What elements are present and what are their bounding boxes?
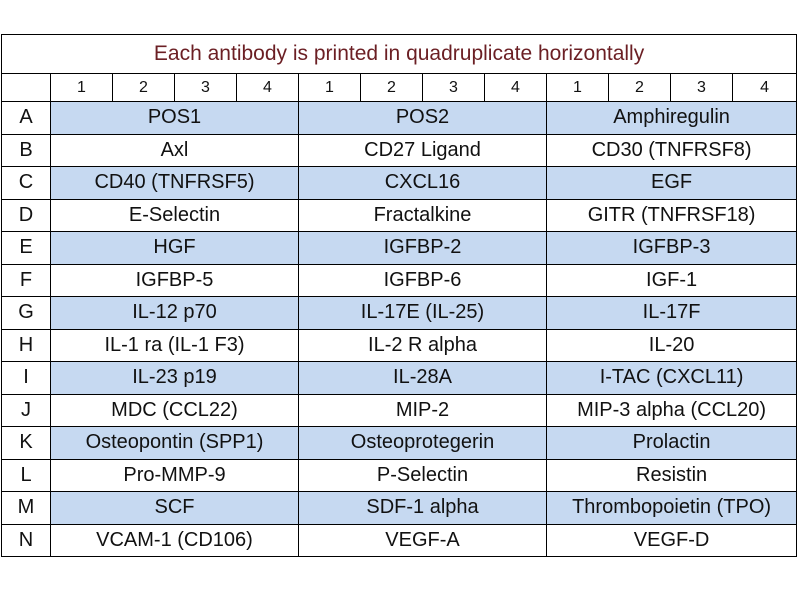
col-number: 3 (174, 73, 237, 102)
row-label: F (1, 263, 51, 297)
table-row: M SCF SDF-1 alpha Thrombopoietin (TPO) (1, 491, 798, 525)
antibody-cell: MIP-3 alpha (CCL20) (545, 393, 798, 427)
antibody-cell: Osteopontin (SPP1) (50, 426, 299, 460)
antibody-cell: VEGF-A (298, 523, 547, 557)
antibody-cell: IL-20 (545, 328, 798, 362)
antibody-cell: CD30 (TNFRSF8) (545, 133, 798, 167)
table-row: E HGF IGFBP-2 IGFBP-3 (1, 231, 798, 265)
col-number: 3 (670, 73, 733, 102)
antibody-cell: IL-17E (IL-25) (298, 296, 547, 330)
col-number: 1 (50, 73, 113, 102)
row-label: G (1, 296, 51, 330)
antibody-cell: I-TAC (CXCL11) (545, 361, 798, 395)
header-corner (1, 73, 51, 102)
antibody-cell: IL-2 R alpha (298, 328, 547, 362)
row-label: J (1, 393, 51, 427)
antibody-cell: IL-1 ra (IL-1 F3) (50, 328, 299, 362)
antibody-cell: SCF (50, 491, 299, 525)
antibody-cell: MIP-2 (298, 393, 547, 427)
table-row: B Axl CD27 Ligand CD30 (TNFRSF8) (1, 133, 798, 167)
col-number: 2 (608, 73, 671, 102)
row-label: E (1, 231, 51, 265)
row-label: H (1, 328, 51, 362)
antibody-cell: Resistin (545, 458, 798, 492)
col-number: 4 (236, 73, 299, 102)
antibody-cell: POS1 (50, 101, 299, 135)
table-row: I IL-23 p19 IL-28A I-TAC (CXCL11) (1, 361, 798, 395)
col-number: 1 (546, 73, 609, 102)
col-number: 2 (112, 73, 175, 102)
antibody-cell: IL-17F (545, 296, 798, 330)
table-row: K Osteopontin (SPP1) Osteoprotegerin Prolac… (1, 426, 798, 460)
col-number: 4 (731, 73, 798, 102)
antibody-cell: IGFBP-2 (298, 231, 547, 265)
col-number: 2 (360, 73, 423, 102)
table-title: Each antibody is printed in quadruplicat… (0, 34, 798, 74)
antibody-cell: CD27 Ligand (298, 133, 547, 167)
antibody-cell: EGF (545, 166, 798, 200)
table-row: N VCAM-1 (CD106) VEGF-A VEGF-D (1, 523, 798, 557)
column-number-header: 1 2 3 4 1 2 3 4 1 2 3 4 (1, 73, 798, 102)
antibody-cell: Pro-MMP-9 (50, 458, 299, 492)
array-layout-table: Each antibody is printed in quadruplicat… (0, 34, 798, 557)
table-row: G IL-12 p70 IL-17E (IL-25) IL-17F (1, 296, 798, 330)
col-number: 3 (422, 73, 485, 102)
antibody-cell: Fractalkine (298, 198, 547, 232)
table-row: C CD40 (TNFRSF5) CXCL16 EGF (1, 166, 798, 200)
row-label: K (1, 426, 51, 460)
antibody-cell: Thrombopoietin (TPO) (545, 491, 798, 525)
row-label: L (1, 458, 51, 492)
antibody-cell: IGFBP-5 (50, 263, 299, 297)
antibody-cell: CD40 (TNFRSF5) (50, 166, 299, 200)
antibody-cell: SDF-1 alpha (298, 491, 547, 525)
antibody-cell: POS2 (298, 101, 547, 135)
antibody-cell: GITR (TNFRSF18) (545, 198, 798, 232)
antibody-cell: IL-23 p19 (50, 361, 299, 395)
table-row: H IL-1 ra (IL-1 F3) IL-2 R alpha IL-20 (1, 328, 798, 362)
antibody-cell: IGFBP-3 (545, 231, 798, 265)
table-row: D E-Selectin Fractalkine GITR (TNFRSF18) (1, 198, 798, 232)
antibody-cell: HGF (50, 231, 299, 265)
antibody-cell: CXCL16 (298, 166, 547, 200)
row-label: C (1, 166, 51, 200)
table-row: J MDC (CCL22) MIP-2 MIP-3 alpha (CCL20) (1, 393, 798, 427)
col-number: 4 (484, 73, 547, 102)
antibody-cell: IGF-1 (545, 263, 798, 297)
antibody-cell: E-Selectin (50, 198, 299, 232)
antibody-array-map: Each antibody is printed in quadruplicat… (0, 34, 798, 557)
table-row: A POS1 POS2 Amphiregulin (1, 101, 798, 135)
row-label: A (1, 101, 51, 135)
antibody-cell: IL-12 p70 (50, 296, 299, 330)
antibody-cell: Axl (50, 133, 299, 167)
antibody-cell: MDC (CCL22) (50, 393, 299, 427)
antibody-cell: VCAM-1 (CD106) (50, 523, 299, 557)
row-label: M (1, 491, 51, 525)
table-row: L Pro-MMP-9 P-Selectin Resistin (1, 458, 798, 492)
antibody-cell: IL-28A (298, 361, 547, 395)
antibody-cell: P-Selectin (298, 458, 547, 492)
antibody-cell: IGFBP-6 (298, 263, 547, 297)
antibody-cell: Amphiregulin (545, 101, 798, 135)
row-label: D (1, 198, 51, 232)
table-row: F IGFBP-5 IGFBP-6 IGF-1 (1, 263, 798, 297)
row-label: N (1, 523, 51, 557)
antibody-cell: Prolactin (545, 426, 798, 460)
row-label: I (1, 361, 51, 395)
antibody-cell: Osteoprotegerin (298, 426, 547, 460)
col-number: 1 (298, 73, 361, 102)
row-label: B (1, 133, 51, 167)
antibody-cell: VEGF-D (545, 523, 798, 557)
